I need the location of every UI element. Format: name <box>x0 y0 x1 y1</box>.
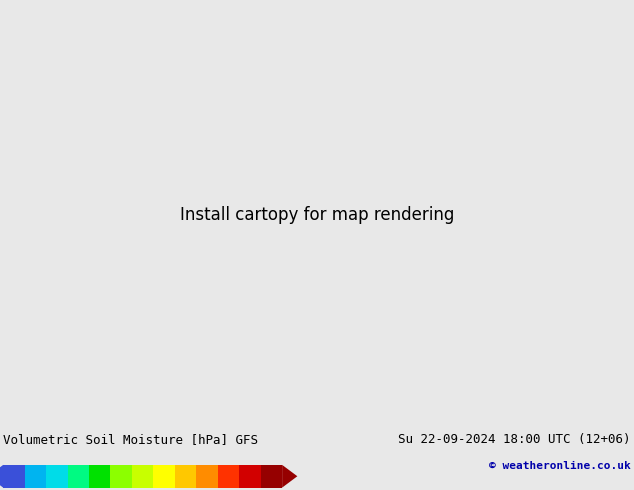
Text: Install cartopy for map rendering: Install cartopy for map rendering <box>180 206 454 224</box>
Bar <box>261 465 282 488</box>
Bar <box>175 465 197 488</box>
Text: Su 22-09-2024 18:00 UTC (12+06): Su 22-09-2024 18:00 UTC (12+06) <box>398 433 631 445</box>
Bar <box>25 465 46 488</box>
Bar <box>110 465 132 488</box>
Bar <box>46 465 68 488</box>
Bar <box>68 465 89 488</box>
Text: Volumetric Soil Moisture [hPa] GFS: Volumetric Soil Moisture [hPa] GFS <box>3 433 258 445</box>
Bar <box>89 465 110 488</box>
Text: © weatheronline.co.uk: © weatheronline.co.uk <box>489 461 631 471</box>
Bar <box>3 465 25 488</box>
Polygon shape <box>0 465 3 488</box>
Bar <box>153 465 175 488</box>
Bar <box>239 465 261 488</box>
Bar <box>217 465 239 488</box>
Bar <box>197 465 217 488</box>
Polygon shape <box>282 465 297 488</box>
Bar <box>132 465 153 488</box>
